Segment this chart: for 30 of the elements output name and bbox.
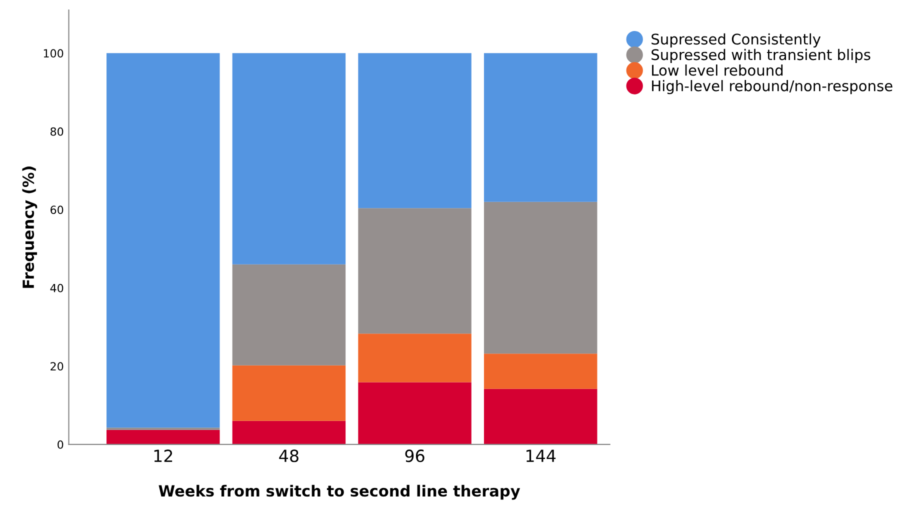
y-tick-label: 100	[44, 49, 64, 58]
y-tick-label: 80	[50, 127, 64, 136]
x-tick-label: 12	[154, 450, 172, 462]
x-tick-label: 96	[405, 450, 424, 462]
legend-label: Supressed with transient blips	[652, 48, 870, 64]
bar	[232, 53, 346, 264]
y-tick-label: 40	[50, 284, 64, 292]
y-axis-title: Frequency (%)	[22, 166, 38, 288]
bar	[484, 202, 598, 354]
y-tick-label: 60	[50, 206, 64, 214]
bar	[106, 53, 220, 428]
bar	[484, 388, 598, 444]
bar	[232, 365, 346, 421]
bar	[358, 334, 472, 382]
legend-label: Low level rebound	[652, 64, 783, 76]
x-tick-label: 144	[526, 450, 556, 462]
bar	[484, 354, 598, 389]
bar	[232, 264, 346, 366]
legend-label: High-level rebound/non-response	[652, 80, 892, 94]
bar	[358, 382, 472, 444]
bar	[232, 420, 346, 444]
bar	[358, 53, 472, 208]
bar	[106, 430, 220, 444]
bar	[484, 53, 598, 202]
y-tick-label: 20	[50, 362, 64, 371]
legend-label: Supressed Consistently	[652, 33, 821, 48]
x-axis-title: Weeks from switch to second line therapy	[158, 484, 520, 500]
bar	[358, 208, 472, 334]
x-tick-label: 48	[279, 450, 298, 462]
y-tick-label: 0	[58, 440, 64, 449]
